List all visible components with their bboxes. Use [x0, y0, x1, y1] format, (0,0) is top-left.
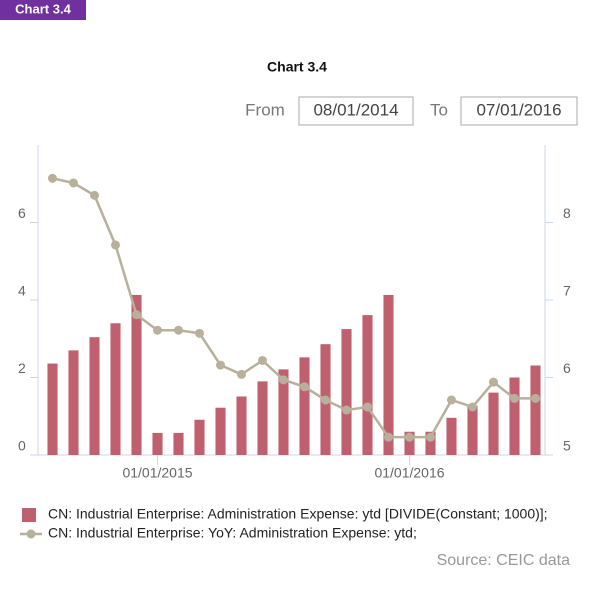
line-marker	[300, 382, 309, 392]
line-marker	[258, 355, 267, 365]
line-marker	[384, 432, 393, 442]
bar	[467, 405, 478, 455]
to-value[interactable]: 07/01/2016	[476, 100, 561, 119]
line-marker	[237, 369, 246, 379]
chart-title: Chart 3.4	[267, 59, 327, 75]
line	[52, 177, 536, 439]
bar	[404, 431, 415, 455]
y2-tick-label: 8	[563, 205, 571, 221]
line-marker	[48, 173, 57, 183]
line-marker	[342, 405, 351, 415]
from-input[interactable]	[298, 96, 414, 126]
line-marker	[90, 190, 99, 200]
bar	[173, 432, 184, 455]
legend-swatch	[26, 529, 36, 539]
source: Source: CEIC data	[437, 552, 571, 569]
bar	[68, 350, 79, 455]
bar	[236, 396, 247, 455]
y-tick-label: 0	[18, 438, 26, 454]
y2-tick-label: 6	[563, 360, 571, 376]
line-marker	[447, 395, 456, 405]
y-tick-label: 2	[18, 360, 26, 376]
bar	[341, 329, 352, 455]
bar	[152, 432, 163, 455]
y2-tick-label: 7	[563, 283, 571, 299]
x-tick-label: 01/01/2015	[122, 465, 192, 481]
bar	[194, 419, 205, 455]
line-marker	[468, 402, 477, 412]
bar	[299, 357, 310, 455]
y-tick-label: 6	[18, 205, 26, 221]
line-marker	[279, 375, 288, 385]
to-label: To	[430, 100, 448, 119]
bar	[89, 337, 100, 455]
bar	[362, 315, 373, 455]
bar	[425, 431, 436, 455]
legend-label: CN: Industrial Enterprise: Administratio…	[48, 506, 548, 522]
bar	[488, 392, 499, 455]
to-input[interactable]	[460, 96, 578, 126]
x-tick-label: 01/01/2016	[374, 465, 444, 481]
from-value[interactable]: 08/01/2014	[313, 100, 398, 119]
line-marker	[531, 393, 540, 403]
bar	[278, 369, 289, 455]
line-marker	[174, 325, 183, 335]
bar	[530, 365, 541, 455]
line-marker	[153, 325, 162, 335]
from-label: From	[245, 100, 285, 119]
legend-label: CN: Industrial Enterprise: YoY: Administ…	[48, 525, 417, 541]
line-marker	[195, 328, 204, 338]
bar	[383, 294, 394, 455]
line-marker	[216, 360, 225, 370]
line-marker	[405, 432, 414, 442]
bar	[131, 294, 142, 455]
bar	[215, 407, 226, 455]
bar	[110, 323, 121, 455]
bar	[446, 417, 457, 455]
line-marker	[111, 240, 120, 250]
line-marker	[363, 402, 372, 412]
bar	[257, 381, 268, 455]
bar	[47, 363, 58, 455]
y-tick-label: 4	[18, 283, 26, 299]
bar	[509, 377, 520, 455]
legend-swatch	[22, 508, 36, 522]
badge-bg	[0, 0, 86, 20]
line-marker	[321, 395, 330, 405]
y2-tick-label: 5	[563, 438, 571, 454]
line-marker	[489, 377, 498, 387]
line-marker	[69, 178, 78, 188]
line-marker	[510, 393, 519, 403]
badge: Chart 3.4	[15, 1, 71, 16]
line-marker	[132, 310, 141, 320]
line-marker	[426, 432, 435, 442]
